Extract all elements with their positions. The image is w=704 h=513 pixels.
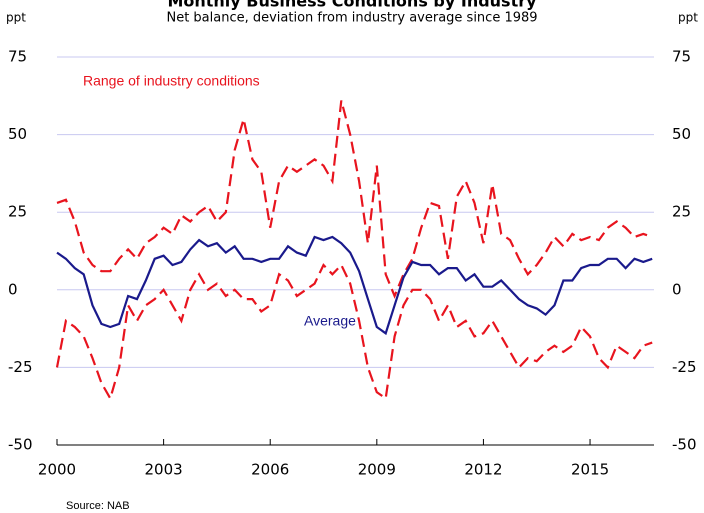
source: Source: NAB [66, 500, 130, 512]
y2-tick-label: -50 [672, 436, 697, 454]
series-line [56, 235, 653, 336]
chart-title: Monthly Business Conditions by Industry [167, 0, 537, 11]
y2-tick-label: 25 [672, 203, 691, 221]
x-tick-label: 2003 [145, 461, 183, 479]
x-tick-label: 2000 [38, 461, 76, 479]
y-tick-label: 25 [8, 203, 27, 221]
x-tick-label: 2012 [464, 461, 502, 479]
y-tick-label: 75 [8, 48, 27, 66]
y2-tick-label: 75 [672, 48, 691, 66]
y-tick-label: -50 [8, 436, 33, 454]
series-line [55, 263, 653, 402]
y2-axis-label: ppt [678, 11, 698, 25]
annotation: Average [304, 313, 356, 329]
x-tick-label: 2015 [571, 461, 609, 479]
x-tick-label: 2006 [251, 461, 289, 479]
x-tick-label: 2009 [358, 461, 396, 479]
y-tick-label: -25 [8, 358, 33, 376]
annotation: Range of industry conditions [83, 73, 260, 89]
series-line [56, 100, 653, 299]
y2-tick-label: -25 [672, 358, 697, 376]
y-axis-label: ppt [6, 11, 26, 25]
y-tick-label: 50 [8, 125, 27, 143]
y2-tick-label: 50 [672, 125, 691, 143]
chart-subtitle: Net balance, deviation from industry ave… [166, 11, 537, 26]
y-tick-label: 0 [8, 280, 18, 298]
y2-tick-label: 0 [672, 280, 682, 298]
